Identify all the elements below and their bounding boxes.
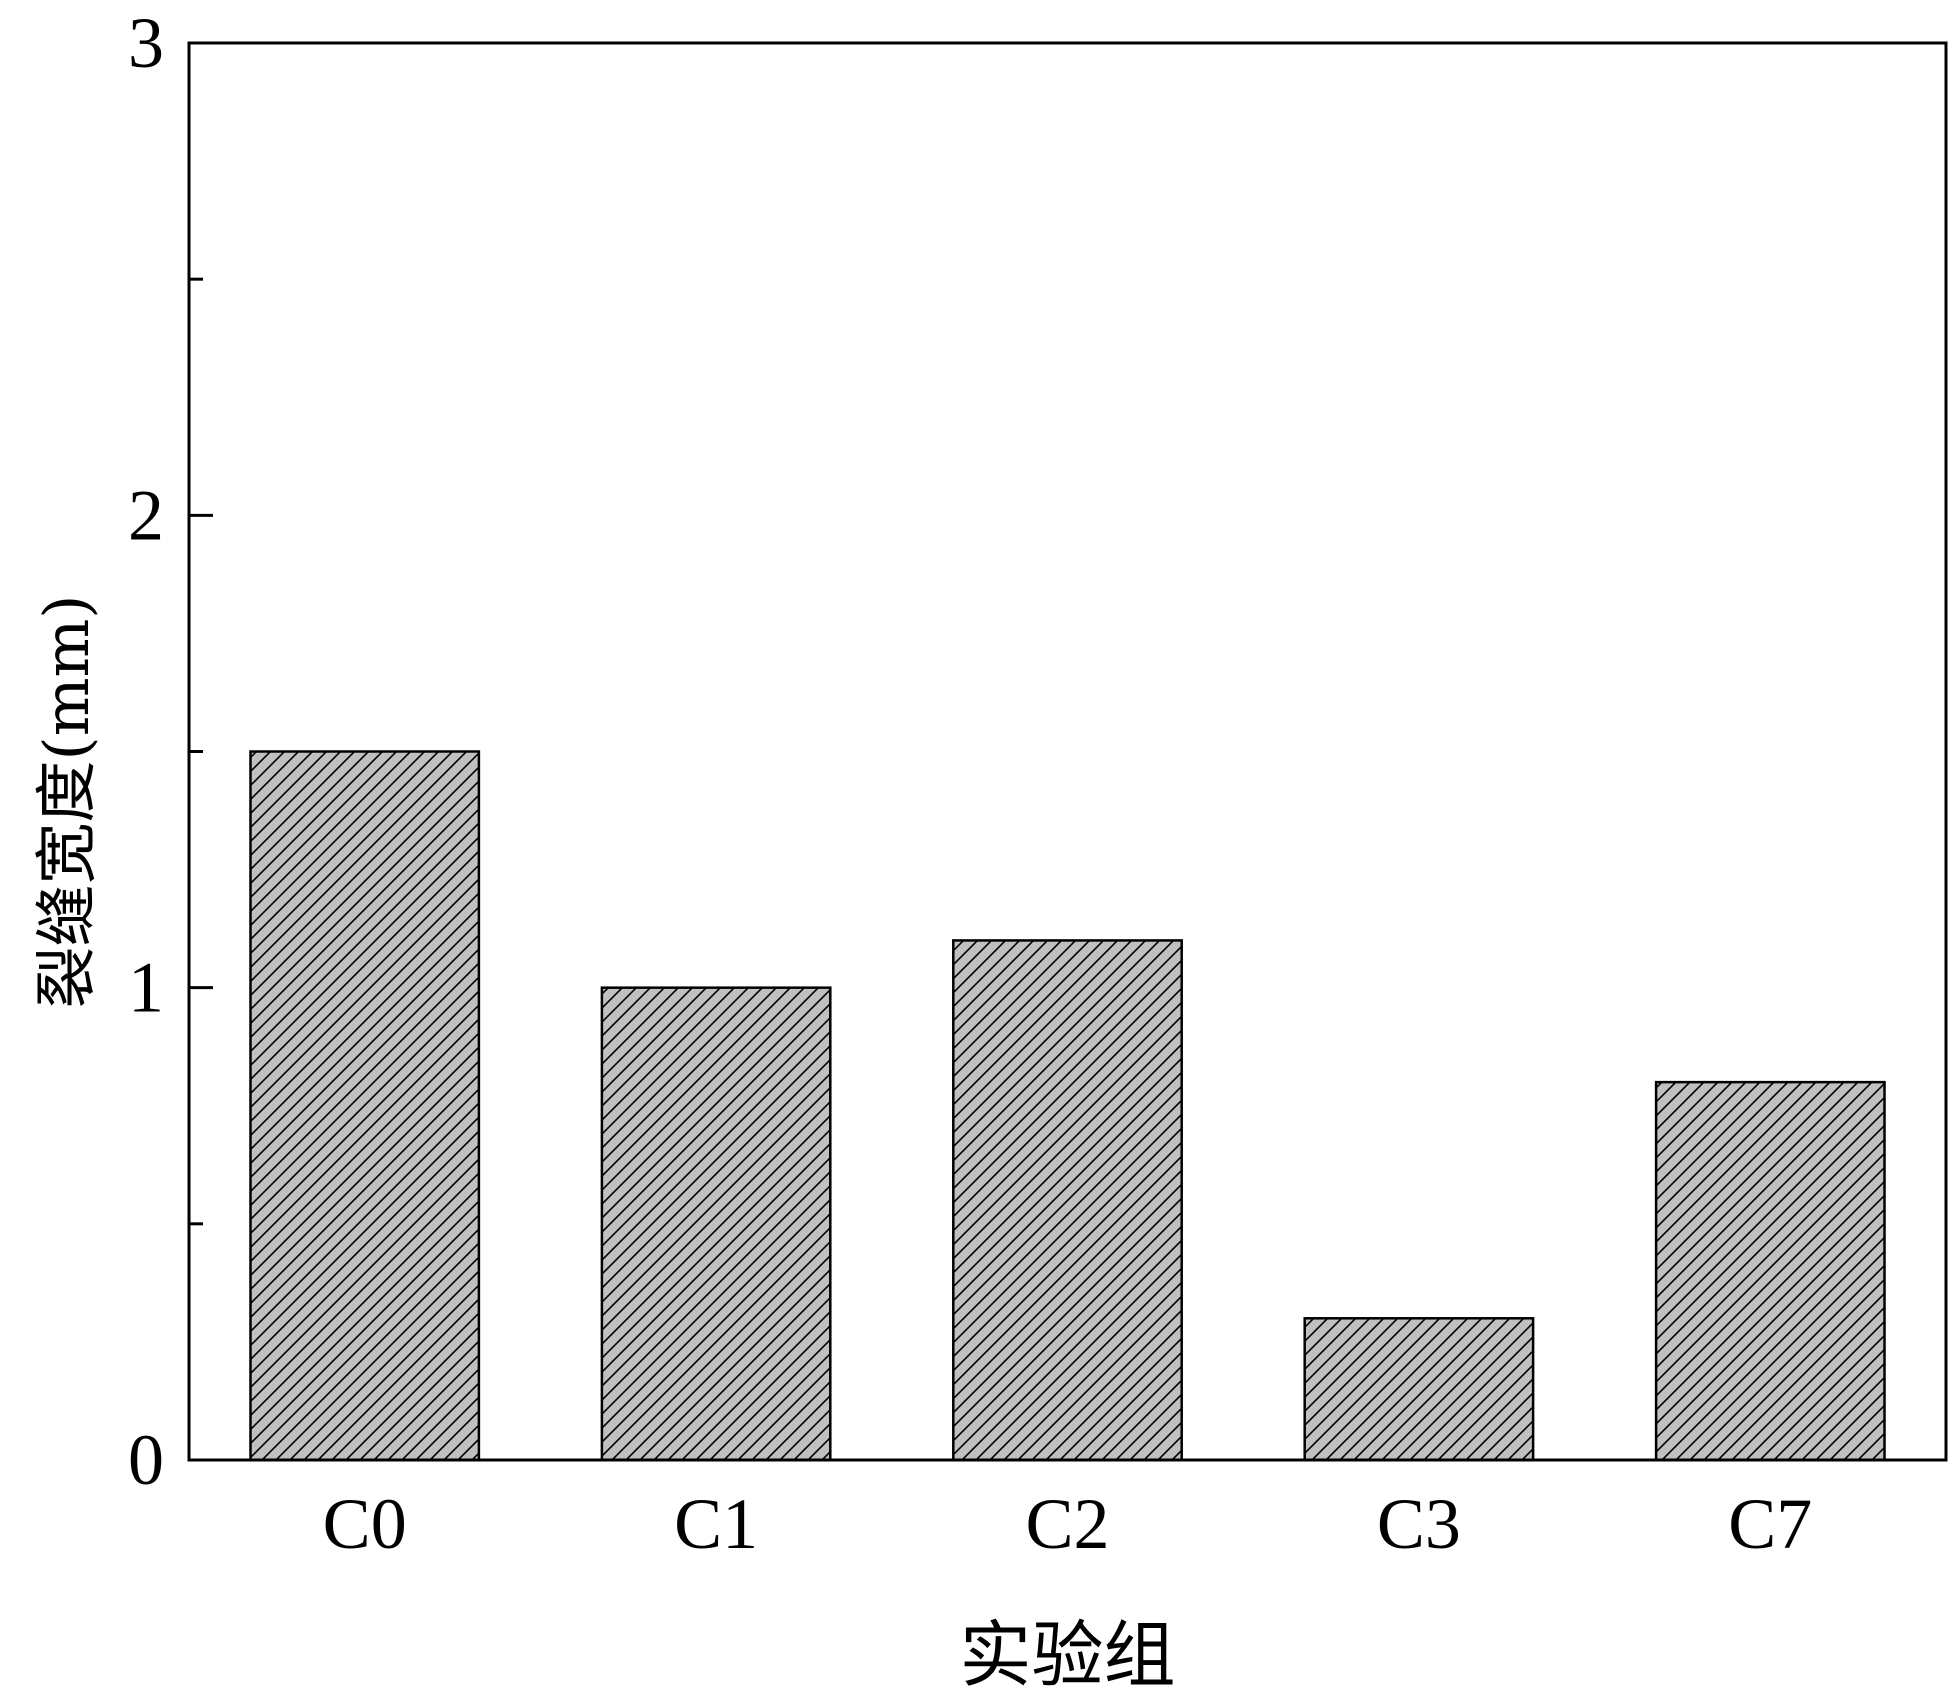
y-ticks-group: 0 1 2 3	[128, 3, 213, 1500]
bar-c7	[1654, 1080, 1886, 1462]
x-ticks-group: C0 C1 C2 C3 C7	[323, 1484, 1813, 1564]
x-tick-label-c0: C0	[323, 1484, 407, 1564]
x-tick-label-c7: C7	[1728, 1484, 1812, 1564]
bar-c0	[249, 750, 481, 1462]
y-tick-label: 0	[128, 1420, 164, 1500]
x-tick-label-c3: C3	[1377, 1484, 1461, 1564]
y-axis-label: 裂缝宽度(mm)	[30, 595, 103, 1009]
y-tick-label: 1	[128, 948, 164, 1028]
x-axis-label: 实验组	[959, 1613, 1175, 1697]
y-tick-label: 2	[128, 475, 164, 555]
y-tick-label: 3	[128, 3, 164, 83]
x-tick-label-c2: C2	[1025, 1484, 1109, 1564]
bars-group	[249, 750, 1886, 1462]
x-tick-label-c1: C1	[674, 1484, 758, 1564]
bar-c1	[600, 986, 832, 1462]
bar-c2	[952, 939, 1183, 1462]
bar-c3	[1303, 1317, 1535, 1462]
